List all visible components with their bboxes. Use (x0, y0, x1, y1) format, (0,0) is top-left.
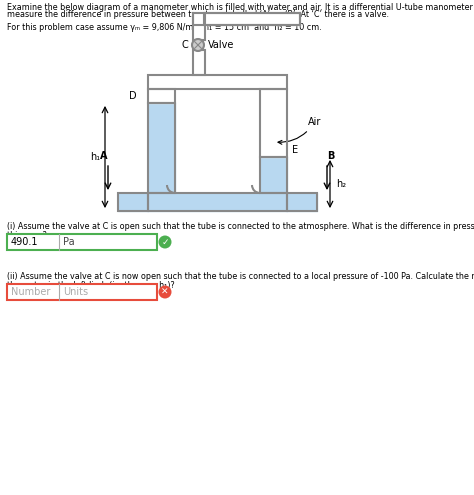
Bar (193, 13, 205, 40)
FancyBboxPatch shape (7, 284, 157, 300)
Circle shape (158, 286, 172, 298)
Text: the water in the left limb (i.e the new h₁)?: the water in the left limb (i.e the new … (7, 281, 175, 290)
Bar (148, 89, 175, 103)
Text: measure the difference in pressure between two taps labelled ‘A’ an ‘B’. At ‘C’ : measure the difference in pressure betwe… (7, 10, 389, 19)
Text: (ii) Assume the valve at C is now open such that the tube is connected to a loca: (ii) Assume the valve at C is now open s… (7, 272, 474, 281)
Bar (204, 13, 300, 25)
Bar (260, 89, 287, 157)
Text: h₂: h₂ (336, 179, 346, 189)
Text: ✓: ✓ (161, 238, 169, 247)
FancyBboxPatch shape (7, 234, 157, 250)
Bar (148, 103, 175, 193)
Text: B: B (328, 151, 335, 161)
Text: this case?: this case? (7, 231, 47, 240)
Text: For this problem case assume γₘ = 9,806 N/m³,  h₁ = 15 cm  and  h₂ = 10 cm.: For this problem case assume γₘ = 9,806 … (7, 23, 322, 32)
Text: (i) Assume the valve at C is open such that the tube is connected to the atmosph: (i) Assume the valve at C is open such t… (7, 222, 474, 231)
Text: Valve: Valve (208, 40, 234, 50)
Text: h₁: h₁ (90, 152, 100, 162)
Text: E: E (292, 145, 298, 155)
Text: Air: Air (278, 117, 321, 144)
Text: Pa: Pa (63, 237, 74, 247)
Bar (118, 193, 148, 211)
Bar (193, 50, 205, 75)
Text: Examine the below diagram of a manometer which is filled with water and air. It : Examine the below diagram of a manometer… (7, 3, 474, 12)
Text: Units: Units (63, 287, 88, 297)
Text: D: D (129, 91, 137, 101)
Circle shape (158, 236, 172, 248)
Text: 490.1: 490.1 (11, 237, 38, 247)
Bar (148, 75, 287, 89)
Text: Number: Number (11, 287, 50, 297)
Bar (148, 193, 287, 211)
Circle shape (192, 39, 204, 51)
Bar (287, 193, 317, 211)
Text: C: C (181, 40, 188, 50)
Text: ✕: ✕ (161, 288, 169, 297)
Text: A: A (100, 151, 108, 161)
Bar (260, 157, 287, 193)
